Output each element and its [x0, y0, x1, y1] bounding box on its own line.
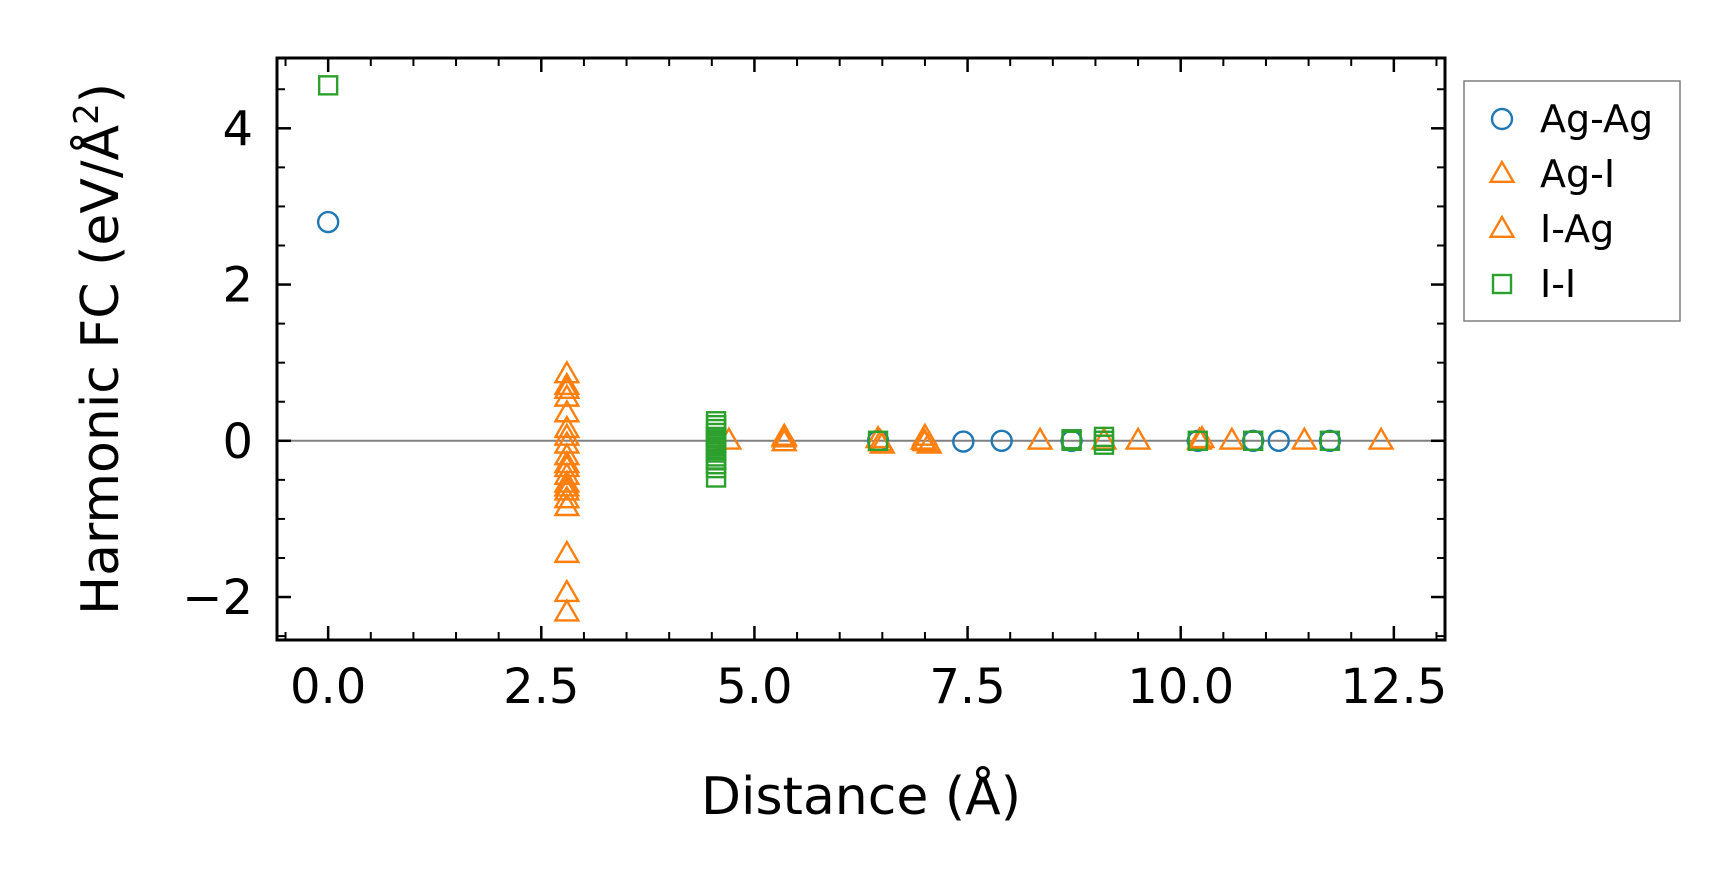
- data-point: [1187, 430, 1208, 451]
- legend-label: Ag-Ag: [1540, 97, 1653, 141]
- x-tick-label: 10.0: [1127, 659, 1234, 715]
- x-tick-label: 12.5: [1340, 659, 1447, 715]
- legend-entry: Ag-Ag: [1490, 97, 1653, 141]
- y-tick-label: −2: [182, 570, 253, 626]
- data-point: [990, 429, 1013, 452]
- series-ag-ag: [316, 210, 1342, 453]
- x-tick-label: 5.0: [716, 659, 792, 715]
- data-point: [553, 461, 581, 485]
- data-point: [705, 467, 727, 488]
- legend-marker: [1491, 273, 1513, 295]
- data-point: [1093, 430, 1115, 451]
- legend-marker: [1488, 159, 1516, 184]
- plot-frame: [275, 56, 1447, 642]
- data-point: [553, 375, 581, 400]
- data-point: [867, 430, 889, 451]
- legend-label: I-Ag: [1540, 207, 1614, 251]
- data-point: [553, 578, 581, 603]
- data-point: [909, 426, 937, 450]
- x-tick-label: 7.5: [929, 659, 1005, 715]
- legend-marker: [1488, 214, 1516, 239]
- data-point: [1124, 426, 1152, 450]
- data-point: [1026, 426, 1054, 450]
- series-ag-i: [553, 359, 1395, 622]
- data-point: [1367, 426, 1395, 450]
- x-tick-label: 0.0: [290, 659, 366, 715]
- y-axis-label: Harmonic FC (eV/Å2): [67, 83, 131, 615]
- y-tick-label: 0: [222, 414, 253, 470]
- y-axis-label-main: Harmonic FC (eV/Å: [69, 124, 131, 615]
- data-point: [553, 399, 581, 423]
- data-point: [770, 424, 798, 448]
- data-point: [1290, 426, 1318, 450]
- data-point: [553, 492, 581, 517]
- data-point: [553, 449, 581, 474]
- data-point: [1061, 429, 1082, 450]
- legend: Ag-Ag Ag-I I-Ag I-I: [1463, 80, 1681, 322]
- data-markers: [316, 75, 1395, 622]
- data-point: [553, 359, 581, 384]
- series-i-i: [317, 75, 1341, 488]
- x-tick-label: 2.5: [503, 659, 579, 715]
- x-axis-label: Distance (Å): [701, 765, 1021, 827]
- legend-label: I-I: [1540, 262, 1576, 306]
- y-tick-label: 4: [222, 101, 253, 157]
- data-point: [553, 598, 581, 622]
- data-point: [553, 371, 581, 396]
- data-point: [1267, 429, 1290, 452]
- data-point: [553, 484, 581, 509]
- data-point: [553, 383, 581, 407]
- data-point: [553, 473, 581, 497]
- legend-entry: I-Ag: [1488, 207, 1614, 251]
- data-point: [915, 430, 943, 454]
- y-axis-label-superscript: 2: [67, 103, 107, 125]
- axis-ticks: 0.0 2.5 5.0 7.5 10.0 12.5 −2 0 2 4: [182, 58, 1447, 715]
- data-point: [553, 539, 581, 564]
- data-point: [553, 414, 581, 439]
- data-point: [1218, 426, 1246, 450]
- legend-entry: I-I: [1491, 262, 1576, 306]
- y-axis-label-close: ): [71, 83, 131, 103]
- y-tick-label: 2: [222, 258, 253, 314]
- legend-box: [1463, 80, 1681, 322]
- data-point: [1319, 430, 1341, 451]
- data-point: [317, 75, 339, 96]
- data-point: [952, 430, 975, 453]
- legend-entry: Ag-I: [1488, 152, 1615, 196]
- legend-marker: [1490, 107, 1514, 131]
- data-point: [770, 427, 798, 452]
- data-point: [316, 210, 340, 234]
- data-point: [1242, 430, 1264, 451]
- data-point: [553, 469, 581, 493]
- data-point: [553, 477, 581, 501]
- legend-label: Ag-I: [1540, 152, 1615, 196]
